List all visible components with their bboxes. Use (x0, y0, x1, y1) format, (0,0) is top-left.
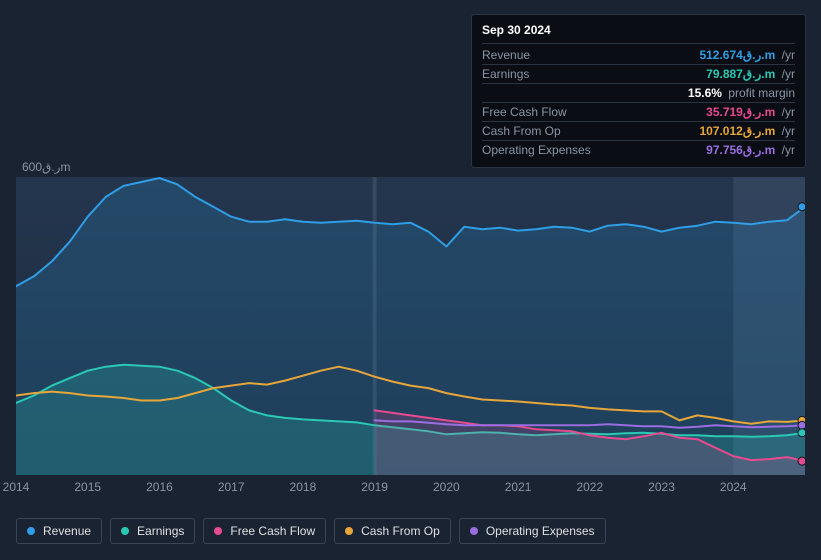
legend-label: Revenue (43, 524, 91, 538)
legend-swatch (27, 527, 35, 535)
tooltip-row: Cash From Op 107.012ر.ق.m /yr (482, 122, 795, 141)
legend-label: Cash From Op (361, 524, 440, 538)
legend-label: Earnings (137, 524, 184, 538)
tooltip-row-value: 107.012ر.ق.m /yr (699, 124, 795, 138)
chart-svg (16, 177, 805, 475)
chart-plot-area[interactable] (16, 177, 805, 475)
xaxis-tick: 2015 (74, 480, 101, 494)
legend-item[interactable]: Free Cash Flow (203, 518, 326, 544)
xaxis-tick: 2016 (146, 480, 173, 494)
legend-label: Free Cash Flow (230, 524, 315, 538)
xaxis-tick: 2018 (290, 480, 317, 494)
legend-item[interactable]: Cash From Op (334, 518, 451, 544)
tooltip-row-value: 512.674ر.ق.m /yr (699, 48, 795, 62)
chart-legend: Revenue Earnings Free Cash Flow Cash From O… (16, 518, 606, 544)
tooltip-row-label: Revenue (482, 48, 530, 62)
xaxis-tick: 2021 (505, 480, 532, 494)
tooltip-row: Revenue 512.674ر.ق.m /yr (482, 46, 795, 65)
tooltip-row-value: 15.6% profit margin (688, 86, 795, 100)
xaxis-tick: 2022 (576, 480, 603, 494)
legend-item[interactable]: Earnings (110, 518, 195, 544)
xaxis-tick: 2023 (648, 480, 675, 494)
xaxis: 2014201520162017201820192020202120222023… (16, 480, 805, 500)
tooltip-row-label: Earnings (482, 67, 529, 81)
tooltip-row: 15.6% profit margin (482, 84, 795, 103)
tooltip-row-label: Cash From Op (482, 124, 561, 138)
xaxis-tick: 2020 (433, 480, 460, 494)
legend-swatch (121, 527, 129, 535)
tooltip-row-value: 97.756ر.ق.m /yr (706, 143, 795, 157)
xaxis-tick: 2014 (3, 480, 30, 494)
legend-swatch (214, 527, 222, 535)
data-tooltip: Sep 30 2024 Revenue 512.674ر.ق.m /yr Earni… (471, 14, 806, 168)
tooltip-row-label: Operating Expenses (482, 143, 591, 157)
tooltip-date: Sep 30 2024 (482, 23, 795, 44)
tooltip-row-label: Free Cash Flow (482, 105, 567, 119)
legend-item[interactable]: Revenue (16, 518, 102, 544)
legend-swatch (345, 527, 353, 535)
xaxis-tick: 2019 (361, 480, 388, 494)
xaxis-tick: 2024 (720, 480, 747, 494)
xaxis-tick: 2017 (218, 480, 245, 494)
tooltip-row-value: 35.719ر.ق.m /yr (706, 105, 795, 119)
legend-label: Operating Expenses (486, 524, 595, 538)
legend-item[interactable]: Operating Expenses (459, 518, 606, 544)
tooltip-row-value: 79.887ر.ق.m /yr (706, 67, 795, 81)
tooltip-row: Operating Expenses 97.756ر.ق.m /yr (482, 141, 795, 159)
tooltip-row: Earnings 79.887ر.ق.m /yr (482, 65, 795, 84)
legend-swatch (470, 527, 478, 535)
tooltip-row: Free Cash Flow 35.719ر.ق.m /yr (482, 103, 795, 122)
yaxis-top-label: ر.ق600m (22, 160, 70, 174)
